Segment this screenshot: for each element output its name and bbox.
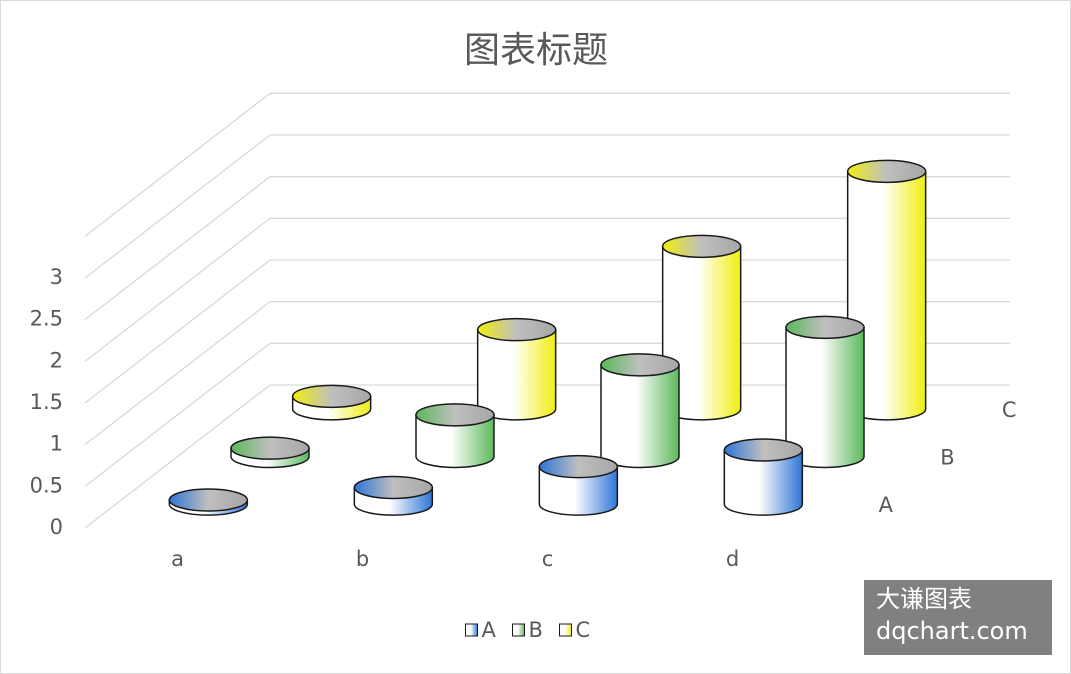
z-axis-label: A bbox=[879, 493, 894, 517]
watermark: 大谦图表 dqchart.com bbox=[864, 580, 1052, 655]
x-tick-label: b bbox=[356, 547, 369, 571]
z-axis-label: C bbox=[1002, 398, 1017, 422]
cylinder bbox=[476, 317, 557, 421]
cylinder bbox=[661, 234, 742, 421]
cylinder bbox=[846, 159, 927, 421]
legend-label: B bbox=[529, 618, 543, 642]
y-tick-label: 3 bbox=[50, 265, 63, 289]
z-axis-label: B bbox=[940, 446, 954, 470]
cylinder bbox=[785, 315, 865, 469]
watermark-text: 大谦图表 bbox=[876, 585, 972, 613]
cylinder bbox=[415, 403, 495, 469]
y-tick-label: 1 bbox=[50, 432, 63, 456]
y-tick-label: 1.5 bbox=[30, 390, 63, 414]
watermark-text: dqchart.com bbox=[876, 617, 1028, 645]
grid-line bbox=[84, 92, 1010, 237]
cylinder bbox=[353, 475, 434, 516]
y-tick-label: 0.5 bbox=[30, 473, 63, 497]
chart-title: 图表标题 bbox=[464, 30, 608, 71]
legend-swatch bbox=[465, 623, 478, 637]
legend-swatch bbox=[512, 623, 525, 637]
x-tick-label: c bbox=[542, 547, 554, 571]
cylinder bbox=[291, 384, 372, 421]
watermark-box bbox=[864, 580, 1052, 655]
legend-swatch bbox=[559, 623, 572, 637]
x-tick-label: a bbox=[171, 547, 184, 571]
cylinder bbox=[723, 438, 804, 516]
y-tick-label: 0 bbox=[50, 515, 63, 539]
cylinder bbox=[600, 353, 680, 469]
y-tick-label: 2.5 bbox=[30, 307, 63, 331]
y-tick-label: 2 bbox=[50, 348, 63, 372]
grid-line bbox=[84, 134, 1010, 279]
cylinder bbox=[168, 488, 249, 516]
legend-label: C bbox=[576, 618, 591, 642]
legend-label: A bbox=[482, 618, 497, 642]
cylinder bbox=[230, 436, 310, 469]
x-tick-label: d bbox=[726, 547, 739, 571]
cylinder bbox=[538, 454, 619, 516]
